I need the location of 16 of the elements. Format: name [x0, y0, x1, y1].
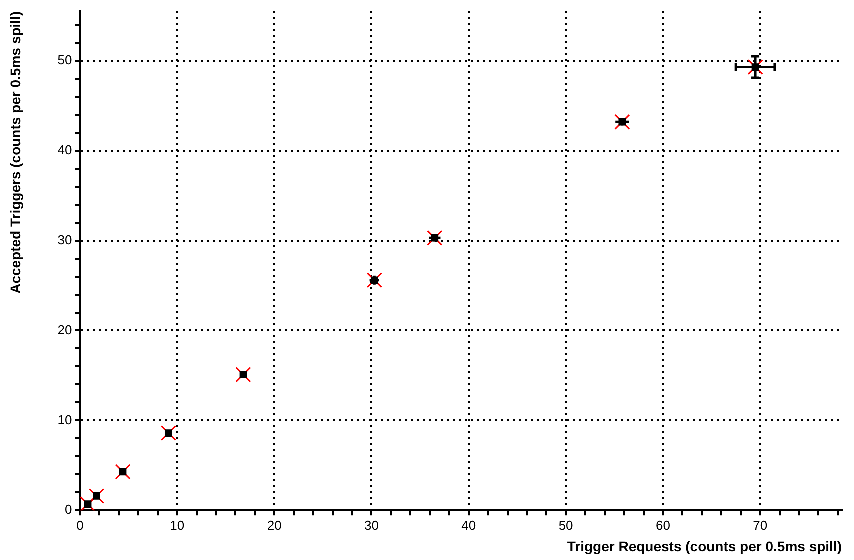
x-tick-label: 0: [76, 518, 84, 533]
x-tick-label: 50: [558, 518, 574, 533]
x-tick-label: 20: [267, 518, 282, 533]
x-tick-label: 10: [170, 518, 185, 533]
x-tick-label: 40: [462, 518, 476, 533]
y-tick-label: 30: [58, 232, 72, 248]
y-tick-label: 40: [58, 142, 72, 158]
y-axis-title: Accepted Triggers (counts per 0.5ms spill): [7, 12, 24, 294]
y-tick-label: 20: [58, 322, 72, 338]
y-tick-label: 50: [58, 52, 72, 68]
x-axis-title: Trigger Requests (counts per 0.5ms spill): [567, 538, 842, 554]
y-tick-label: 0: [65, 502, 72, 518]
y-tick-label: 10: [58, 412, 72, 428]
x-tick-label: 70: [753, 518, 768, 533]
x-tick-label: 60: [656, 518, 670, 533]
x-tick-label: 30: [364, 518, 379, 533]
